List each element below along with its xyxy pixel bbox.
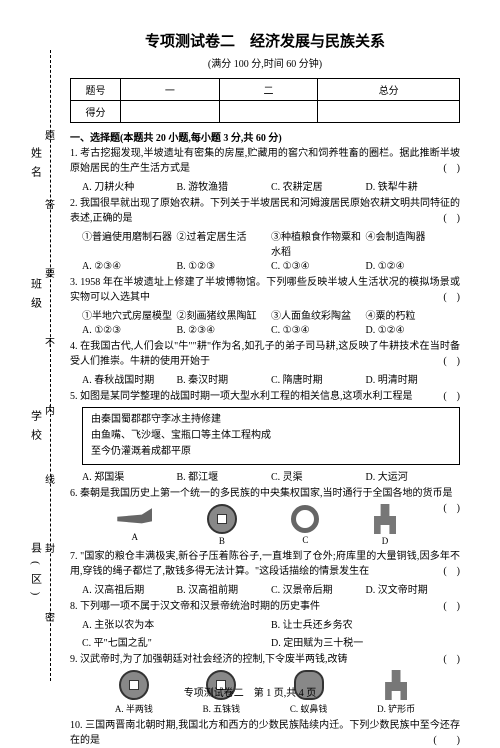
question-6: 6. 秦朝是我国历史上第一个统一的多民族的中央集权国家,当时通行于全国各地的货币…: [70, 486, 460, 501]
section-1-header: 一、选择题(本题共 20 小题,每小题 3 分,共 60 分): [70, 129, 460, 144]
spade-coin-icon: [374, 504, 396, 534]
q3-stems: ①半地穴式房屋模型②刻画猪纹黑陶缸③人面鱼纹彩陶盆④粟的朽粒: [82, 307, 460, 322]
label-class: 班级: [28, 278, 44, 316]
exam-subtitle: (满分 100 分,时间 60 分钟): [70, 55, 460, 70]
mark: 线: [45, 471, 55, 486]
q7-options: A. 汉高祖后期B. 汉高祖前期C. 汉景帝后期D. 汉文帝时期: [82, 581, 460, 596]
th-num: 题号: [71, 79, 121, 101]
question-5: 5. 如图是某同学整理的战国时期一项大型水利工程的相关信息,这项水利工程是( ): [70, 389, 460, 404]
mark: 题: [45, 127, 55, 142]
mark: 要: [45, 265, 55, 280]
label-school: 学校: [28, 410, 44, 448]
q8-options-row1: A. 主张以农为本B. 让士兵还乡务农: [82, 616, 460, 631]
question-1: 1. 考古挖掘发现,半坡遗址有密集的房屋,贮藏用的窖穴和饲养牲畜的圈栏。据此推断…: [70, 146, 460, 176]
q4-options: A. 春秋战国时期B. 秦汉时期C. 隋唐时期D. 明清时期: [82, 371, 460, 386]
question-2: 2. 我国很早就出现了原始农耕。下列关于半坡居民和河姆渡居民原始农耕文明共同特征…: [70, 196, 460, 226]
q5-info-box: 由秦国蜀郡郡守李冰主持修建 由鱼嘴、飞沙堰、宝瓶口等主体工程构成 至今仍灌溉着成…: [82, 407, 460, 465]
knife-coin-icon: [117, 508, 152, 530]
seal-line-marks: 题 答 要 不 内 线 封 密: [44, 100, 56, 651]
question-3: 3. 1958 年在半坡遗址上修建了半坡博物馆。下列哪些反映半坡人生活状况的模拟…: [70, 275, 460, 305]
exam-title: 专项测试卷二 经济发展与民族关系: [70, 30, 460, 51]
th-score: 得分: [71, 101, 121, 123]
q6-images: A B C D: [70, 504, 443, 546]
page-content: 专项测试卷二 经济发展与民族关系 (满分 100 分,时间 60 分钟) 题号一…: [0, 0, 500, 711]
mark: 封: [45, 540, 55, 555]
question-10: 10. 三国两晋南北朝时期,我国北方和西方的少数民族陆续内迁。下列少数民族中至今…: [70, 718, 460, 748]
mark: 不: [45, 334, 55, 349]
question-8: 8. 下列哪一项不属于汉文帝和汉景帝统治时期的历史事件( ): [70, 599, 460, 614]
mark: 密: [45, 609, 55, 624]
th-1: 一: [121, 79, 220, 101]
label-name: 姓名: [28, 147, 44, 185]
page-footer: 专项测试卷二 第 1 页,共 4 页: [0, 684, 500, 699]
question-7: 7. "国家的粮仓丰满极実,新谷子压着陈谷子,一直堆到了仓外;府库里的大量铜钱,…: [70, 549, 460, 579]
round-coin-icon: [207, 504, 237, 534]
q1-options: A. 刀耕火种B. 游牧渔猎C. 农耕定居D. 铁犁牛耕: [82, 178, 460, 193]
q2-options: A. ②③④B. ①②③C. ①③④D. ①②④: [82, 261, 460, 272]
ring-coin-icon: [291, 505, 319, 533]
question-9: 9. 汉武帝时,为了加强朝廷对社会经济的控制,下令废半两钱,改铸( ): [70, 652, 460, 667]
q2-stems: ①普遍使用磨制石器②过着定居生活③种植粮食作物粟和水稻④会制造陶器: [82, 228, 460, 258]
th-2: 二: [219, 79, 318, 101]
mark: 答: [45, 196, 55, 211]
q5-options: A. 郑国渠B. 都江堰C. 灵渠D. 大运河: [82, 468, 460, 483]
th-total: 总分: [318, 79, 460, 101]
score-table: 题号一二总分 得分: [70, 78, 460, 123]
q8-options-row2: C. 平"七国之乱"D. 定田赋为三十税一: [82, 634, 460, 649]
question-4: 4. 在我国古代,人们会以"牛""耕"作为名,如孔子的弟子司马耕,这反映了牛耕技…: [70, 339, 460, 369]
q3-options: A. ①②③B. ②③④C. ①③④D. ①②④: [82, 325, 460, 336]
label-county: 县(区): [28, 542, 44, 603]
mark: 内: [45, 402, 55, 417]
